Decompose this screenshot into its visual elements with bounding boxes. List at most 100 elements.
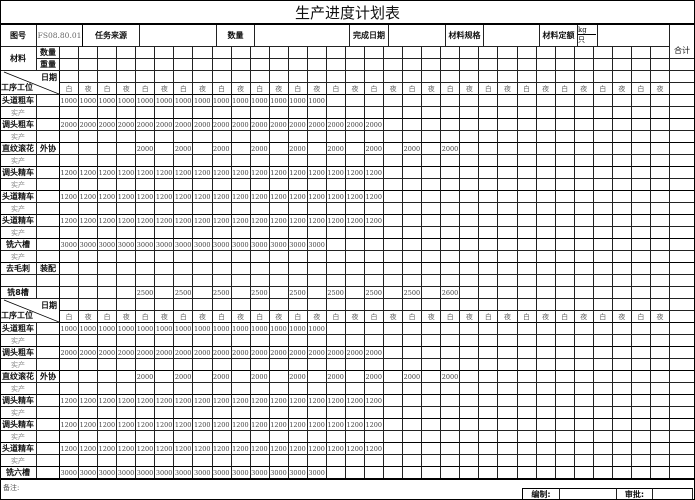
plan-value[interactable]: 3000 — [193, 239, 213, 251]
total-cell[interactable] — [670, 167, 695, 179]
approved-by-field[interactable] — [653, 488, 693, 500]
plan-value[interactable] — [98, 263, 118, 275]
plan-value[interactable] — [193, 263, 213, 275]
actual-value[interactable] — [422, 455, 442, 467]
actual-value[interactable] — [650, 455, 670, 467]
plan-value[interactable] — [650, 143, 670, 155]
plan-value[interactable] — [650, 323, 670, 335]
plan-value[interactable] — [555, 143, 575, 155]
actual-value[interactable] — [136, 155, 156, 167]
plan-value[interactable]: 2000 — [98, 119, 118, 131]
plan-value[interactable] — [441, 395, 461, 407]
plan-value[interactable] — [536, 239, 556, 251]
material-cell[interactable] — [365, 47, 385, 59]
actual-value[interactable] — [174, 431, 194, 443]
actual-value[interactable] — [574, 275, 594, 287]
material-cell[interactable] — [441, 47, 461, 59]
plan-value[interactable] — [498, 347, 518, 359]
material-cell[interactable] — [155, 47, 175, 59]
plan-value[interactable] — [574, 239, 594, 251]
actual-value[interactable] — [555, 275, 575, 287]
plan-value[interactable] — [574, 215, 594, 227]
material-cell[interactable] — [479, 59, 499, 71]
actual-value[interactable] — [441, 335, 461, 347]
actual-value[interactable] — [612, 251, 632, 263]
plan-value[interactable] — [650, 119, 670, 131]
plan-value[interactable] — [574, 95, 594, 107]
actual-value[interactable] — [193, 407, 213, 419]
material-cell[interactable] — [136, 47, 156, 59]
actual-value[interactable] — [498, 131, 518, 143]
actual-value[interactable] — [60, 131, 80, 143]
actual-value[interactable] — [345, 275, 365, 287]
plan-value[interactable] — [231, 287, 251, 299]
plan-value[interactable]: 1200 — [136, 443, 156, 455]
actual-value[interactable] — [612, 227, 632, 239]
date-cell[interactable] — [193, 299, 213, 311]
material-cell[interactable] — [98, 47, 118, 59]
plan-value[interactable] — [612, 443, 632, 455]
total-cell[interactable] — [670, 335, 695, 347]
actual-value[interactable] — [269, 155, 289, 167]
plan-value[interactable] — [422, 419, 442, 431]
plan-value[interactable] — [441, 419, 461, 431]
actual-value[interactable] — [307, 179, 327, 191]
finish-date-field[interactable] — [389, 25, 446, 47]
actual-value[interactable] — [384, 275, 404, 287]
actual-value[interactable] — [517, 275, 537, 287]
plan-value[interactable]: 3000 — [98, 239, 118, 251]
plan-value[interactable] — [593, 419, 613, 431]
date-cell[interactable] — [479, 71, 499, 83]
plan-value[interactable] — [612, 143, 632, 155]
plan-value[interactable]: 1200 — [212, 215, 232, 227]
actual-value[interactable] — [326, 179, 346, 191]
actual-value[interactable] — [136, 455, 156, 467]
plan-value[interactable]: 2000 — [250, 143, 270, 155]
plan-value[interactable] — [345, 263, 365, 275]
actual-value[interactable] — [650, 155, 670, 167]
actual-value[interactable] — [117, 227, 137, 239]
total-cell[interactable] — [670, 359, 695, 371]
actual-value[interactable] — [574, 383, 594, 395]
actual-value[interactable] — [136, 203, 156, 215]
plan-value[interactable]: 1000 — [231, 95, 251, 107]
material-cell[interactable] — [612, 59, 632, 71]
plan-value[interactable] — [593, 239, 613, 251]
actual-value[interactable] — [288, 155, 308, 167]
actual-value[interactable] — [136, 383, 156, 395]
actual-value[interactable] — [231, 359, 251, 371]
actual-value[interactable] — [269, 131, 289, 143]
actual-value[interactable] — [117, 383, 137, 395]
actual-value[interactable] — [117, 407, 137, 419]
actual-value[interactable] — [307, 359, 327, 371]
plan-value[interactable] — [631, 191, 651, 203]
plan-value[interactable] — [155, 143, 175, 155]
plan-value[interactable]: 1000 — [174, 323, 194, 335]
plan-value[interactable] — [422, 119, 442, 131]
plan-value[interactable] — [574, 167, 594, 179]
plan-value[interactable]: 1200 — [326, 395, 346, 407]
total-cell[interactable] — [670, 107, 695, 119]
actual-value[interactable] — [536, 155, 556, 167]
actual-value[interactable] — [574, 131, 594, 143]
plan-value[interactable]: 1000 — [231, 323, 251, 335]
actual-value[interactable] — [60, 359, 80, 371]
prepared-by-field[interactable] — [560, 488, 617, 500]
plan-value[interactable] — [650, 287, 670, 299]
actual-value[interactable] — [365, 251, 385, 263]
actual-value[interactable] — [212, 131, 232, 143]
plan-value[interactable] — [536, 191, 556, 203]
actual-value[interactable] — [498, 227, 518, 239]
plan-value[interactable]: 1200 — [365, 167, 385, 179]
material-cell[interactable] — [517, 47, 537, 59]
date-cell[interactable] — [422, 71, 442, 83]
actual-value[interactable] — [250, 407, 270, 419]
material-cell[interactable] — [307, 47, 327, 59]
plan-value[interactable] — [326, 239, 346, 251]
actual-value[interactable] — [326, 359, 346, 371]
date-cell[interactable] — [384, 71, 404, 83]
plan-value[interactable] — [174, 263, 194, 275]
plan-value[interactable] — [345, 95, 365, 107]
actual-value[interactable] — [441, 359, 461, 371]
plan-value[interactable]: 1200 — [117, 167, 137, 179]
